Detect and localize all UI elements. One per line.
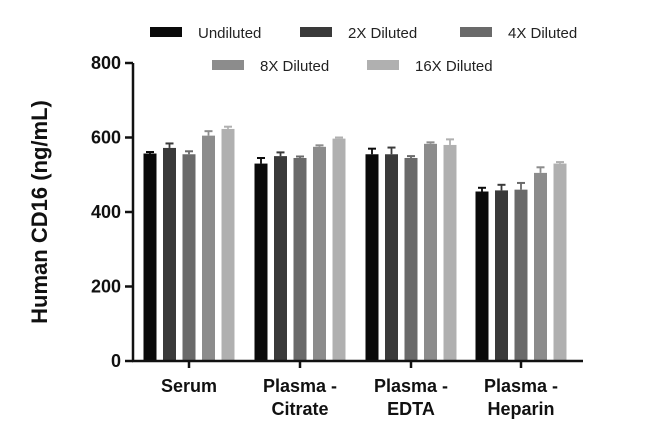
legend-swatch	[212, 60, 244, 70]
x-tick-label: Heparin	[487, 399, 554, 419]
axes: 0 200 400 600 800 Serum Plasma - Citrate Plasma …	[91, 53, 583, 419]
bar	[274, 156, 287, 361]
bar	[332, 138, 346, 361]
bar	[365, 154, 379, 361]
legend-label: 16X Diluted	[415, 58, 493, 75]
bar	[143, 153, 157, 361]
bar	[202, 135, 215, 361]
legend-swatch	[367, 60, 399, 70]
bar	[385, 154, 398, 361]
y-tick-label: 400	[91, 202, 121, 222]
bar	[313, 146, 326, 361]
legend-label: Undiluted	[198, 25, 261, 42]
x-tick-label: Serum	[161, 376, 217, 396]
plot-area	[143, 125, 567, 361]
bar	[553, 163, 567, 361]
bar	[221, 128, 235, 361]
y-tick-label: 600	[91, 128, 121, 148]
x-tick-label: Citrate	[271, 399, 328, 419]
y-tick-label: 800	[91, 53, 121, 73]
bar	[182, 154, 196, 361]
y-tick-label: 200	[91, 277, 121, 297]
bar	[475, 191, 489, 361]
bar	[495, 190, 508, 361]
bar	[514, 189, 528, 361]
bar	[254, 163, 268, 361]
legend-swatch	[300, 27, 332, 37]
legend-swatch	[460, 27, 492, 37]
x-tick-label: EDTA	[387, 399, 435, 419]
legend-swatch	[150, 27, 182, 37]
legend-label: 8X Diluted	[260, 58, 329, 75]
bar	[424, 143, 437, 361]
legend-label: 4X Diluted	[508, 25, 577, 42]
x-tick-label: Plasma -	[484, 376, 558, 396]
x-tick-label: Plasma -	[263, 376, 337, 396]
bar	[293, 157, 307, 361]
legend: Undiluted 2X Diluted 4X Diluted 8X Diluted 1…	[150, 25, 577, 75]
bar	[163, 147, 176, 361]
bar	[443, 144, 457, 361]
bar	[404, 157, 418, 361]
y-tick-label: 0	[111, 351, 121, 371]
legend-label: 2X Diluted	[348, 25, 417, 42]
x-tick-label: Plasma -	[374, 376, 448, 396]
y-axis-label: Human CD16 (ng/mL)	[27, 100, 52, 324]
bar	[534, 172, 547, 361]
